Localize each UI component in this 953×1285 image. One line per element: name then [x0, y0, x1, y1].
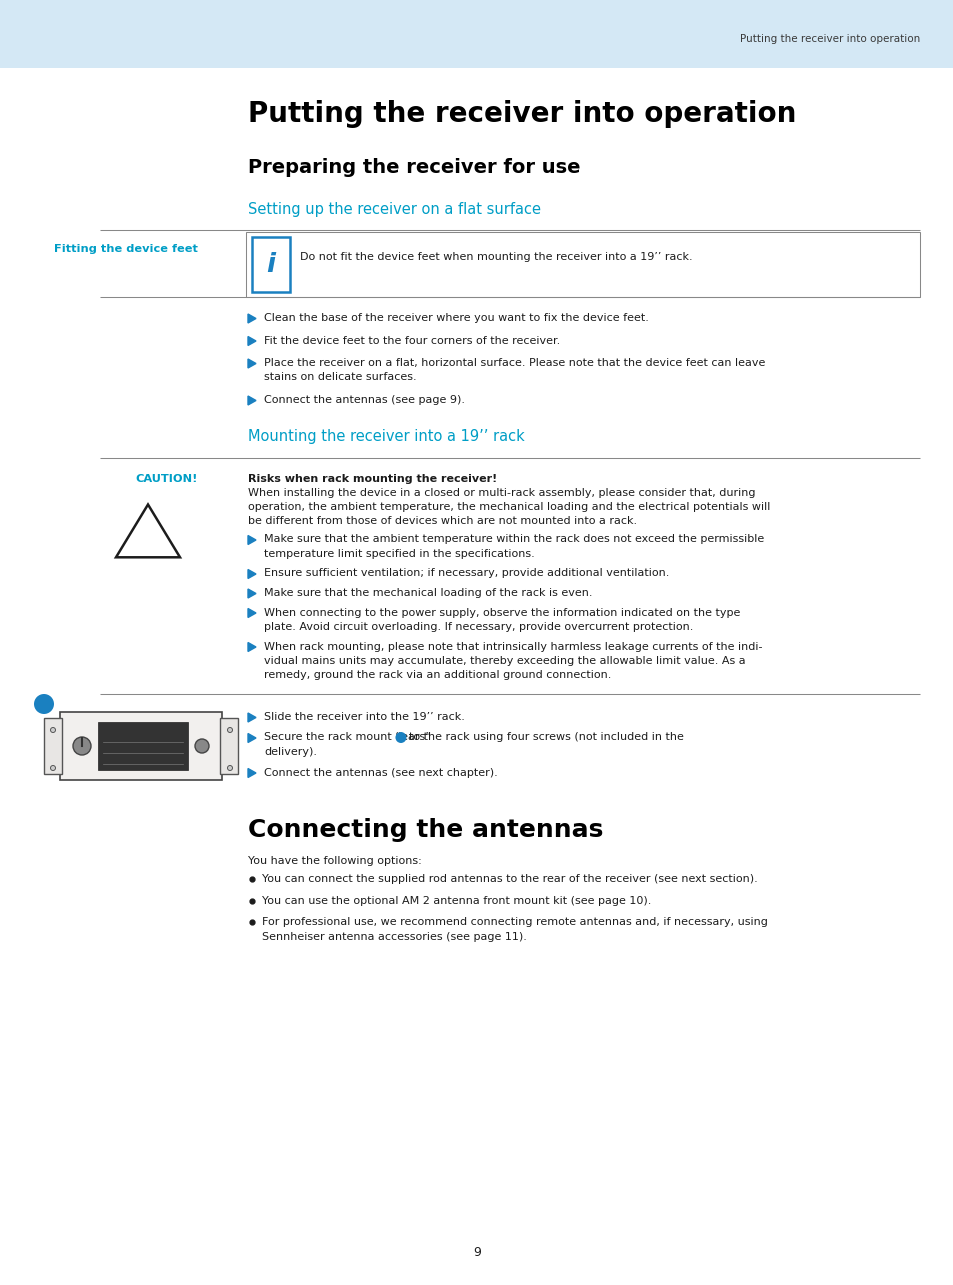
Polygon shape — [248, 314, 255, 323]
Polygon shape — [248, 713, 255, 722]
Text: Make sure that the mechanical loading of the rack is even.: Make sure that the mechanical loading of… — [264, 589, 592, 598]
Text: Do not fit the device feet when mounting the receiver into a 19’’ rack.: Do not fit the device feet when mounting… — [299, 252, 692, 262]
Text: Fit the device feet to the four corners of the receiver.: Fit the device feet to the four corners … — [264, 335, 559, 346]
Circle shape — [73, 738, 91, 756]
Text: Fitting the device feet: Fitting the device feet — [54, 244, 198, 254]
Bar — [98, 722, 188, 770]
Polygon shape — [248, 337, 255, 346]
Text: Place the receiver on a flat, horizontal surface. Please note that the device fe: Place the receiver on a flat, horizontal… — [264, 359, 764, 368]
Text: delivery).: delivery). — [264, 747, 316, 757]
Text: !: ! — [142, 531, 153, 555]
Text: Make sure that the ambient temperature within the rack does not exceed the permi: Make sure that the ambient temperature w… — [264, 535, 763, 545]
Polygon shape — [116, 505, 180, 558]
Text: Connect the antennas (see page 9).: Connect the antennas (see page 9). — [264, 394, 464, 405]
Polygon shape — [248, 359, 255, 368]
Text: Mounting the receiver into a 19’’ rack: Mounting the receiver into a 19’’ rack — [248, 429, 524, 445]
Text: 9: 9 — [473, 1246, 480, 1259]
Text: Connect the antennas (see next chapter).: Connect the antennas (see next chapter). — [264, 767, 497, 777]
Bar — [246, 233, 919, 297]
Circle shape — [51, 727, 55, 732]
Polygon shape — [248, 768, 255, 777]
Polygon shape — [248, 609, 255, 618]
Bar — [0, 0, 953, 68]
Circle shape — [227, 766, 233, 771]
Circle shape — [194, 739, 209, 753]
Polygon shape — [248, 396, 255, 405]
Text: When installing the device in a closed or multi-rack assembly, please consider t: When installing the device in a closed o… — [248, 488, 755, 499]
Text: Secure the rack mount “ears”: Secure the rack mount “ears” — [264, 732, 434, 743]
Polygon shape — [248, 569, 255, 578]
Bar — [60, 712, 222, 780]
Polygon shape — [248, 589, 255, 598]
Text: CAUTION!: CAUTION! — [135, 473, 198, 483]
Text: You can use the optional AM 2 antenna front mount kit (see page 10).: You can use the optional AM 2 antenna fr… — [262, 896, 651, 906]
Text: You can connect the supplied rod antennas to the rear of the receiver (see next : You can connect the supplied rod antenna… — [262, 874, 757, 884]
Text: Ensure sufficient ventilation; if necessary, provide additional ventilation.: Ensure sufficient ventilation; if necess… — [264, 568, 669, 578]
Circle shape — [51, 766, 55, 771]
Bar — [252, 236, 290, 292]
Circle shape — [395, 732, 406, 743]
Circle shape — [227, 727, 233, 732]
Text: be different from those of devices which are not mounted into a rack.: be different from those of devices which… — [248, 517, 637, 527]
Polygon shape — [248, 734, 255, 743]
Text: 1: 1 — [40, 699, 48, 709]
Text: Putting the receiver into operation: Putting the receiver into operation — [248, 100, 796, 128]
Text: temperature limit specified in the specifications.: temperature limit specified in the speci… — [264, 549, 535, 559]
Text: vidual mains units may accumulate, thereby exceeding the allowable limit value. : vidual mains units may accumulate, there… — [264, 657, 745, 666]
Polygon shape — [248, 642, 255, 651]
Text: to the rack using four screws (not included in the: to the rack using four screws (not inclu… — [409, 732, 683, 743]
Text: Sennheiser antenna accessories (see page 11).: Sennheiser antenna accessories (see page… — [262, 932, 526, 942]
Text: 1: 1 — [398, 732, 403, 741]
Text: Setting up the receiver on a flat surface: Setting up the receiver on a flat surfac… — [248, 202, 540, 217]
Text: When connecting to the power supply, observe the information indicated on the ty: When connecting to the power supply, obs… — [264, 608, 740, 618]
Text: remedy, ground the rack via an additional ground connection.: remedy, ground the rack via an additiona… — [264, 671, 611, 681]
Text: When rack mounting, please note that intrinsically harmless leakage currents of : When rack mounting, please note that int… — [264, 641, 761, 651]
Text: Slide the receiver into the 19’’ rack.: Slide the receiver into the 19’’ rack. — [264, 712, 464, 722]
Bar — [44, 718, 62, 774]
Text: i: i — [266, 252, 275, 278]
Text: Clean the base of the receiver where you want to fix the device feet.: Clean the base of the receiver where you… — [264, 314, 648, 323]
Bar — [220, 718, 237, 774]
Text: You have the following options:: You have the following options: — [248, 856, 421, 866]
Text: plate. Avoid circuit overloading. If necessary, provide overcurrent protection.: plate. Avoid circuit overloading. If nec… — [264, 622, 693, 632]
Text: operation, the ambient temperature, the mechanical loading and the electrical po: operation, the ambient temperature, the … — [248, 502, 770, 513]
Text: For professional use, we recommend connecting remote antennas and, if necessary,: For professional use, we recommend conne… — [262, 917, 767, 926]
Text: Preparing the receiver for use: Preparing the receiver for use — [248, 158, 579, 177]
Circle shape — [34, 694, 54, 714]
Text: stains on delicate surfaces.: stains on delicate surfaces. — [264, 373, 416, 383]
Polygon shape — [248, 536, 255, 545]
Text: Risks when rack mounting the receiver!: Risks when rack mounting the receiver! — [248, 473, 497, 483]
Text: Putting the receiver into operation: Putting the receiver into operation — [739, 33, 919, 44]
Text: Connecting the antennas: Connecting the antennas — [248, 819, 602, 842]
